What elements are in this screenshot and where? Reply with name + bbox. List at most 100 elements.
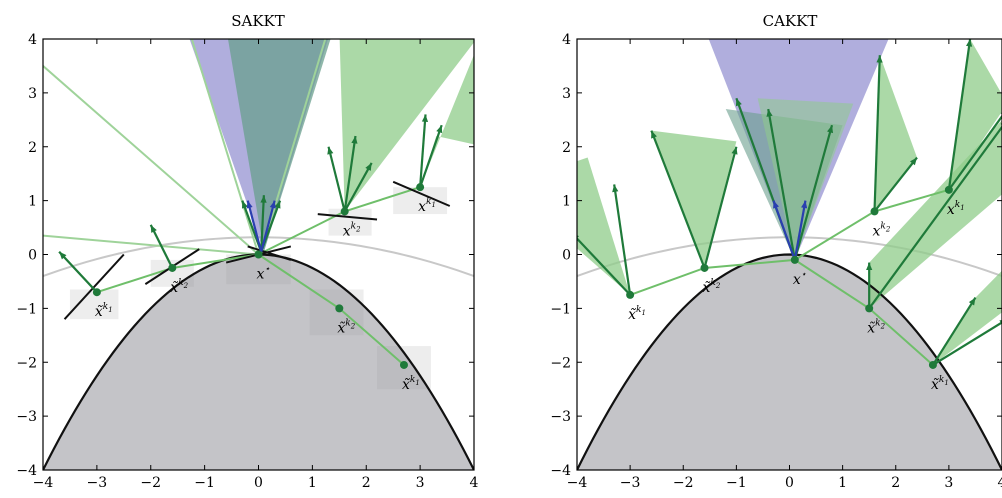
y-tick-label: −1 [16, 301, 37, 317]
gradient-arrow-head [731, 146, 738, 155]
gradient-arrow-head [241, 200, 248, 209]
y-tick-label: 0 [28, 248, 37, 264]
x-tick-label: 1 [838, 475, 847, 491]
gradient-arrow [419, 114, 427, 188]
x-tick-label: −3 [620, 475, 641, 491]
gradient-arrow [767, 108, 796, 261]
gradient-arrow-head [866, 262, 873, 270]
iterate-point [92, 288, 101, 297]
y-tick-label: 3 [562, 86, 571, 102]
iterate-point [416, 183, 425, 192]
gradient-arrow [419, 124, 443, 188]
iterate-point [944, 185, 953, 194]
gradient-arrow-head [150, 224, 157, 233]
y-tick-label: 1 [562, 194, 571, 210]
multiplier-arrow-head [773, 200, 779, 209]
x-tick-label: 2 [891, 475, 900, 491]
x-tick-label: 0 [785, 475, 794, 491]
panel-title: SAKKT [231, 12, 285, 30]
gradient-arrow-head [365, 162, 372, 171]
y-tick-label: −2 [550, 355, 571, 371]
x-tick-label: −1 [194, 475, 215, 491]
iterate-point [928, 360, 937, 369]
gradient-arrow [868, 125, 1002, 310]
iterate-point [790, 255, 799, 264]
ray [43, 65, 260, 256]
gradient-arrow [703, 146, 738, 269]
point-label: x̃k1 [931, 375, 949, 393]
multiplier-arrow [246, 200, 263, 253]
cone [577, 157, 631, 295]
y-tick-label: 2 [28, 140, 37, 156]
point-label: x̃k2 [703, 278, 721, 296]
x-tick-label: 3 [944, 475, 953, 491]
plot-area [43, 39, 474, 470]
gradient-arrow-head [876, 55, 883, 63]
gradient-arrow [149, 224, 174, 269]
x-tick-label: 2 [362, 475, 371, 491]
gradient-arrow [932, 321, 1002, 366]
gradient-arrow-head [651, 130, 657, 139]
multiplier-arrow [260, 200, 276, 253]
cone [932, 270, 1002, 365]
point-label: x̃k2 [170, 278, 188, 296]
gradient-arrow-head [274, 200, 281, 209]
gradient-arrow-head [766, 109, 773, 117]
gradient-arrow [343, 162, 373, 212]
tangent-segment [317, 213, 378, 221]
y-tick-label: −2 [16, 355, 37, 371]
gradient-arrow-head [260, 195, 267, 203]
x-tick-label: −1 [726, 475, 747, 491]
y-tick-label: −4 [550, 463, 571, 479]
gradient-arrow-head [59, 251, 67, 260]
iterate-point [626, 290, 635, 299]
iterate-point [700, 263, 709, 272]
point-label: x⋆ [793, 270, 807, 288]
x-tick-label: 1 [308, 475, 317, 491]
multiplier-arrow-head [269, 200, 276, 209]
point-label: xk1 [947, 200, 965, 218]
gradient-arrow-head [909, 157, 917, 166]
gradient-arrow-head [999, 319, 1002, 325]
y-tick-label: 2 [562, 140, 571, 156]
point-label: x̃k2 [867, 318, 885, 336]
iterate-point [340, 207, 349, 216]
gradient-arrow [343, 135, 357, 212]
iterate-point [399, 360, 408, 369]
tangent-segment [63, 253, 125, 320]
gradient-arrow-head [351, 135, 358, 144]
tangent-segment [392, 180, 451, 207]
point-label: x̃k1 [95, 302, 113, 320]
panel-cakkt: CAKKT x̃k1 x̃k2 x⋆ xk2 xk1 x̃k2 x̃k1 −4 −3 −2 −1 0 1… [550, 12, 1002, 491]
gradient-arrow [260, 195, 265, 252]
point-label: x̃k2 [337, 318, 355, 336]
y-tick-label: −3 [550, 409, 571, 425]
iterate-point [870, 207, 879, 216]
y-tick-label: 3 [28, 86, 37, 102]
cone [874, 55, 917, 212]
constraint-boundary [577, 253, 1002, 470]
y-tick-label: 4 [562, 32, 571, 48]
y-tick-label: 1 [28, 194, 37, 210]
y-tick-label: 4 [28, 32, 37, 48]
multiplier-arrow-head [246, 200, 253, 209]
panel-sakkt: SAKKT x̃k1 x̃k2 x⋆ xk2 xk1 x̃k2 x̃k1 −4 −3 −2 −1 0 1… [16, 12, 478, 491]
gradient-arrow [650, 130, 706, 269]
gradient-arrow [58, 251, 98, 293]
cone [651, 130, 737, 268]
gradient-arrow [613, 184, 632, 296]
gradient-arrow-head [827, 125, 834, 134]
iterate-point [865, 304, 874, 313]
gradient-arrow [327, 146, 346, 212]
point-label: xk1 [418, 197, 436, 215]
gradient-arrow [577, 236, 631, 296]
x-tick-label: −4 [567, 475, 588, 491]
cone [420, 54, 474, 188]
ray [43, 234, 259, 256]
gradient-arrow [947, 114, 1002, 191]
x-tick-label: −4 [33, 475, 54, 491]
point-label: x̃k1 [402, 375, 420, 393]
ray [190, 39, 260, 255]
point-label: x⋆ [257, 265, 271, 283]
